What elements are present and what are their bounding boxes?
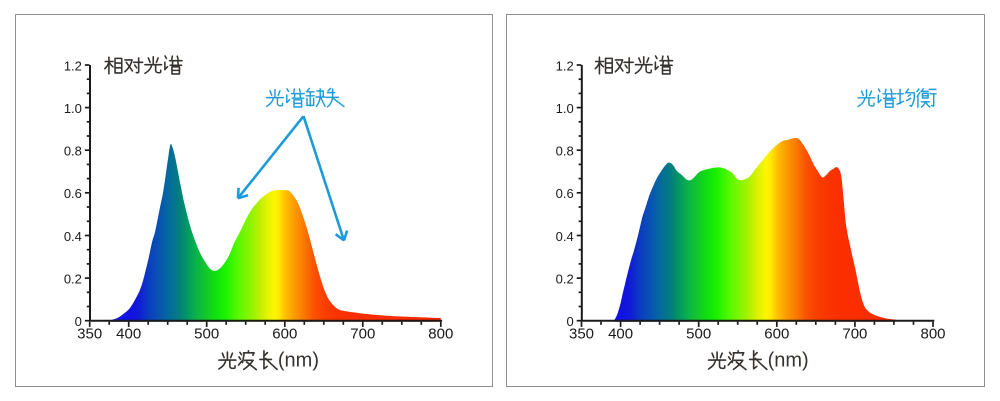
svg-text:0.6: 0.6 [64,186,82,201]
svg-text:800: 800 [920,326,945,343]
svg-text:500: 500 [686,326,711,343]
svg-text:1.2: 1.2 [64,58,82,73]
svg-text:500: 500 [194,326,219,343]
svg-text:400: 400 [116,326,141,343]
svg-text:700: 700 [842,326,867,343]
svg-text:0.6: 0.6 [556,186,574,201]
svg-text:800: 800 [428,326,453,343]
svg-text:600: 600 [764,326,789,343]
svg-text:350: 350 [77,326,102,343]
svg-text:700: 700 [350,326,375,343]
svg-text:350: 350 [569,326,594,343]
svg-text:0.2: 0.2 [556,272,574,287]
svg-text:0.4: 0.4 [64,229,82,244]
svg-text:400: 400 [608,326,633,343]
svg-text:(nm): (nm) [768,349,809,371]
svg-text:1.0: 1.0 [64,101,82,116]
svg-text:0.4: 0.4 [556,229,574,244]
svg-text:600: 600 [272,326,297,343]
svg-text:0: 0 [566,314,573,329]
svg-text:(nm): (nm) [278,349,319,371]
svg-text:0: 0 [75,314,82,329]
svg-text:0.8: 0.8 [556,144,574,159]
svg-text:0.8: 0.8 [64,144,82,159]
svg-text:0.2: 0.2 [64,272,82,287]
svg-text:1.2: 1.2 [556,58,574,73]
svg-text:1.0: 1.0 [556,101,574,116]
